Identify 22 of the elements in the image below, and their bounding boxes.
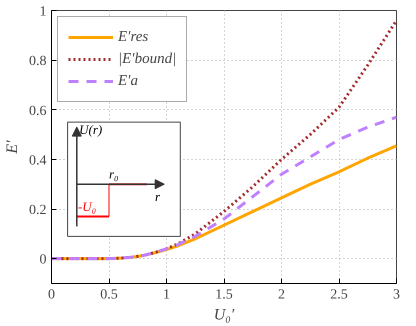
x-tick-label: 1 <box>163 288 170 302</box>
x-tick-label: 2 <box>278 288 285 302</box>
y-tick-label: 0.2 <box>29 203 46 218</box>
y-tick-label: 0.4 <box>29 153 46 168</box>
y-axis-title: E′ <box>4 140 21 155</box>
y-tick-label: 0.8 <box>29 54 46 70</box>
annotation: -U₀ <box>78 199 96 214</box>
x-tick-label: 0.5 <box>100 288 118 302</box>
annotation: r₀ <box>109 166 119 182</box>
legend-label: |E′bound| <box>118 50 176 68</box>
annotation: U(r) <box>79 122 102 138</box>
y-tick-label: 1 <box>40 4 46 20</box>
y-tick-label: 0.6 <box>29 104 46 119</box>
x-tick-label: 3 <box>393 288 400 302</box>
line-series <box>52 116 396 260</box>
legend-label: E′a <box>118 72 138 90</box>
legend-label: E′res <box>118 28 148 46</box>
x-tick-label: 2.5 <box>330 288 348 302</box>
x-axis-title: U₀′ <box>214 306 235 324</box>
x-tick-label: 1.5 <box>215 288 233 302</box>
y-tick-label: 0 <box>40 252 46 268</box>
annotation: r <box>155 189 161 204</box>
